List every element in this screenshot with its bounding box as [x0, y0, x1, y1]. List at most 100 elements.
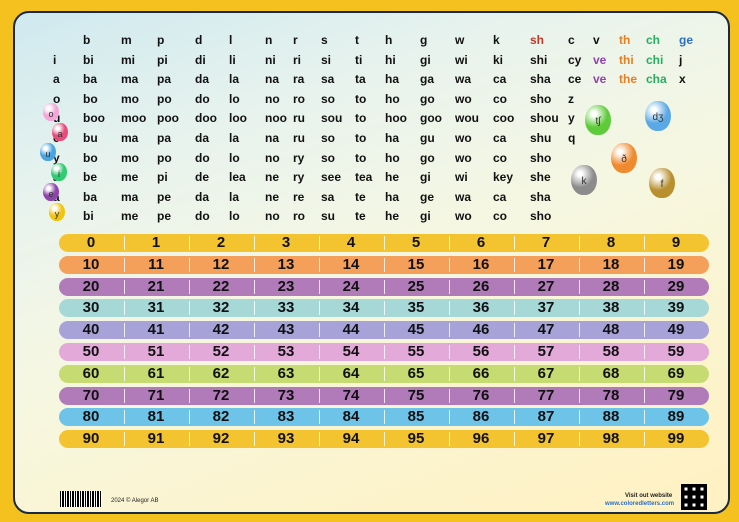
syllable-cell: gi: [420, 52, 431, 67]
row-divider: [254, 236, 255, 250]
syllable-cell: x: [679, 72, 686, 87]
number-cell: 79: [667, 386, 685, 404]
syllable-cell: sho: [530, 91, 552, 106]
syllable-cell: g: [420, 33, 428, 47]
row-divider: [514, 323, 515, 338]
row-divider: [319, 432, 320, 447]
row-divider: [514, 366, 515, 381]
syllable-cell: see: [321, 170, 342, 185]
row-divider: [514, 388, 515, 403]
number-cell: 69: [667, 364, 685, 382]
row-divider: [124, 366, 125, 381]
syllable-cell: lo: [229, 91, 240, 106]
number-cell: 42: [212, 321, 230, 339]
syllable-cell: ma: [121, 131, 139, 145]
syllable-cell: me: [121, 170, 139, 185]
row-divider: [189, 432, 190, 447]
syllable-cell: ca: [493, 72, 507, 87]
row-divider: [319, 301, 320, 316]
syllable-cell: t: [355, 33, 359, 47]
number-cell: 44: [342, 321, 360, 339]
number-cell: 7: [541, 234, 551, 251]
row-divider: [189, 388, 190, 403]
syllable-cell: po: [157, 150, 172, 165]
qr-code-icon[interactable]: [681, 484, 707, 510]
number-cell: 27: [537, 277, 555, 295]
row-divider: [319, 236, 320, 250]
syllable-cell: thi: [619, 52, 634, 67]
syllable-cell: she: [530, 170, 551, 185]
number-cell: 76: [472, 386, 490, 404]
syllable-cell: ri: [293, 52, 302, 67]
number-cell: 33: [277, 299, 295, 317]
row-divider: [124, 432, 125, 447]
website-url[interactable]: www.coloredletters.com: [605, 501, 675, 507]
syllable-cell: gu: [420, 131, 435, 145]
syllable-cell: so: [321, 150, 336, 165]
syllable-cell: do: [195, 150, 210, 165]
row-divider: [644, 236, 645, 250]
row-divider: [384, 301, 385, 316]
syllable-cell: ge: [679, 33, 694, 47]
syllable-cell: do: [195, 91, 210, 106]
syllable-cell: so: [321, 131, 336, 145]
syllable-cell: coo: [493, 111, 515, 126]
number-cell: 17: [537, 255, 555, 273]
syllable-cell: si: [321, 52, 332, 67]
syllable-cell: go: [420, 91, 435, 106]
number-cell: 96: [472, 430, 490, 448]
syllable-cell: bi: [83, 209, 94, 224]
number-cell: 0: [86, 234, 96, 251]
syllable-cell: key: [493, 170, 514, 185]
row-divider: [644, 257, 645, 272]
row-divider: [319, 257, 320, 272]
number-cell: 28: [602, 277, 620, 295]
row-divider: [319, 366, 320, 381]
syllable-cell: q: [568, 131, 576, 145]
row-divider: [124, 257, 125, 272]
syllable-cell: cy: [568, 52, 582, 67]
row-divider: [384, 410, 385, 425]
balloon-icon: o: [43, 103, 59, 121]
syllable-cell: tea: [355, 170, 373, 185]
row-divider: [644, 388, 645, 403]
row-divider: [124, 236, 125, 250]
balloon-icon: i: [51, 163, 67, 181]
syllable-cell: wo: [455, 150, 472, 165]
syllable-cell: shou: [530, 111, 559, 126]
row-divider: [254, 323, 255, 338]
syllable-cell: ry: [293, 170, 305, 185]
number-cell: 91: [147, 430, 165, 448]
syllable-cell: b: [83, 33, 91, 47]
number-cell: 43: [277, 321, 295, 339]
syllable-cell: te: [355, 189, 366, 204]
syllable-cell: sho: [530, 209, 552, 224]
row-divider: [514, 410, 515, 425]
syllable-cell: m: [121, 33, 132, 47]
number-cell: 75: [407, 386, 425, 404]
number-cell: 15: [407, 255, 425, 273]
syllable-cell: ma: [121, 72, 139, 87]
syllable-cell: ki: [493, 52, 504, 67]
syllable-cell: hi: [385, 52, 396, 67]
number-cell: 6: [476, 234, 486, 251]
syllable-cell: bu: [83, 131, 98, 145]
phonetic-balloon-icon: dʒ: [645, 101, 671, 131]
row-divider: [514, 257, 515, 272]
number-cell: 32: [212, 299, 230, 317]
number-cell: 94: [342, 430, 360, 448]
row-divider: [579, 366, 580, 381]
syllable-cell: go: [420, 150, 435, 165]
number-cell: 29: [667, 277, 685, 295]
syllable-cell: shu: [530, 131, 552, 145]
syllable-cell: ga: [420, 72, 435, 87]
vowel-label: o: [53, 91, 61, 106]
number-cell: 25: [407, 277, 425, 295]
number-cell: 81: [147, 408, 165, 426]
row-divider: [384, 257, 385, 272]
number-cell: 20: [82, 277, 100, 295]
syllable-cell: ca: [493, 131, 507, 145]
row-divider: [644, 323, 645, 338]
syllable-cell: te: [355, 209, 366, 224]
